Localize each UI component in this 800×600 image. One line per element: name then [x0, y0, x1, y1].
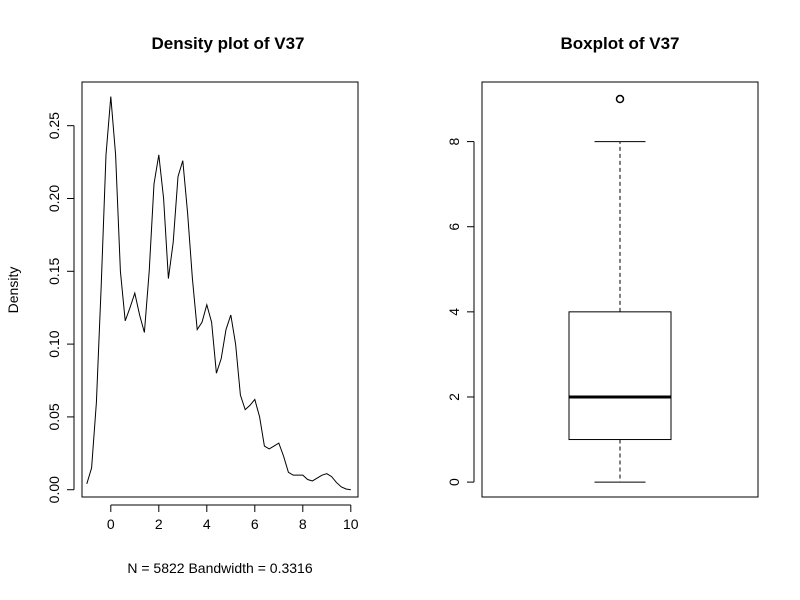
density-y-tick-label: 0.10 — [46, 330, 62, 357]
density-y-label: Density — [5, 267, 21, 314]
density-title: Density plot of V37 — [151, 34, 304, 53]
boxplot-y-tick-label: 4 — [446, 308, 462, 316]
density-y-tick-label: 0.00 — [46, 476, 62, 503]
density-y-tick-label: 0.05 — [46, 403, 62, 430]
density-x-axis: 0 2 4 6 8 10 — [107, 504, 359, 532]
density-x-tick-label: 6 — [251, 516, 259, 532]
density-panel: Density plot of V37 0 2 4 6 8 10 0.00 0.05 0.10… — [5, 34, 359, 576]
boxplot-outlier — [615, 94, 625, 104]
density-frame — [81, 81, 359, 498]
density-x-tick-label: 10 — [343, 516, 359, 532]
density-y-tick-label: 0.15 — [46, 257, 62, 284]
density-x-tick-label: 0 — [107, 516, 115, 532]
boxplot-panel: Boxplot of V37 0 2 4 6 8 — [446, 34, 759, 498]
boxplot-box — [568, 311, 672, 441]
density-x-tick-label: 2 — [155, 516, 163, 532]
boxplot-y-tick-label: 8 — [446, 137, 462, 145]
density-curve — [86, 96, 351, 491]
boxplot-y-tick-label: 2 — [446, 393, 462, 401]
density-y-axis: 0.00 0.05 0.10 0.15 0.20 0.25 — [46, 112, 75, 503]
density-y-tick-label: 0.20 — [46, 185, 62, 212]
density-x-tick-label: 8 — [299, 516, 307, 532]
boxplot-y-axis: 0 2 4 6 8 — [446, 137, 475, 486]
density-x-label: N = 5822 Bandwidth = 0.3316 — [127, 560, 312, 576]
boxplot-y-tick-label: 0 — [446, 478, 462, 486]
boxplot-y-tick-label: 6 — [446, 223, 462, 231]
boxplot-frame — [481, 81, 759, 498]
boxplot-title: Boxplot of V37 — [560, 34, 679, 53]
boxplot-marks — [568, 94, 672, 483]
density-y-tick-label: 0.25 — [46, 112, 62, 139]
density-x-tick-label: 4 — [203, 516, 211, 532]
